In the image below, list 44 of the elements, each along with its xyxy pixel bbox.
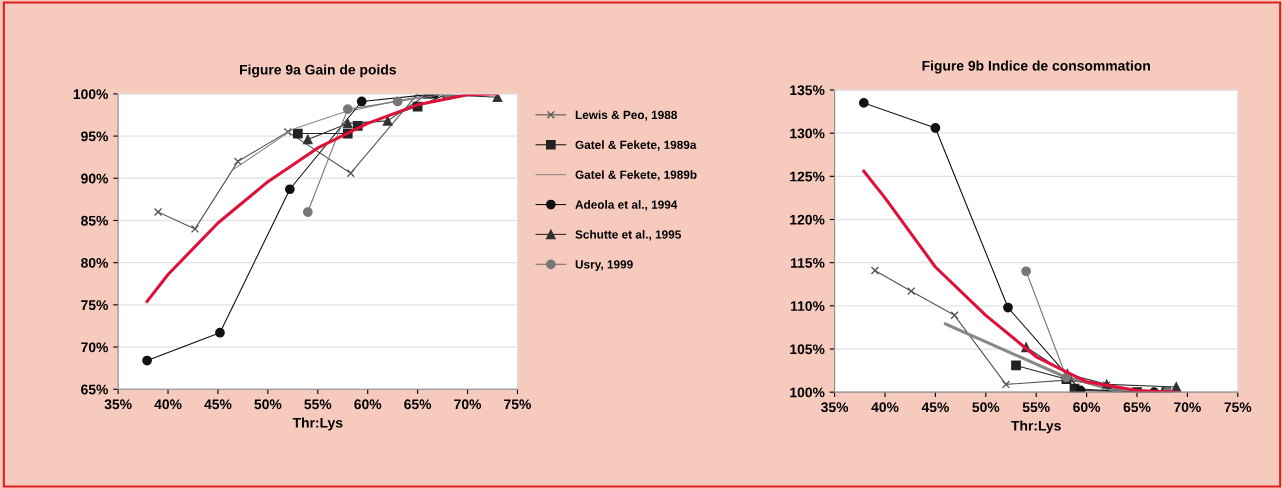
y-tick-label: 120% [790, 214, 825, 225]
x-tick-label: 40% [154, 399, 182, 410]
y-tick-label: 125% [790, 171, 825, 182]
y-tick-label: 100% [73, 89, 109, 100]
x-tick-label: 35% [104, 399, 132, 410]
y-tick-label: 85% [81, 215, 109, 226]
x-tick-label: 65% [1123, 402, 1151, 413]
y-tick-label: 90% [81, 173, 109, 184]
x-tick-label: 70% [454, 399, 482, 410]
x-tick-label: 70% [1174, 402, 1201, 413]
legend-label: Gatel & Fekete, 1989b [575, 170, 697, 181]
x-axis-title: Thr:Lys [292, 417, 343, 431]
legend-label: Lewis & Peo, 1988 [575, 110, 678, 121]
legend-label: Gatel & Fekete, 1989a [575, 140, 697, 151]
x-tick-label: 75% [504, 399, 531, 410]
legend-label: Schutte et al., 1995 [575, 230, 681, 241]
x-tick-label: 60% [1073, 402, 1101, 413]
x-tick-label: 35% [821, 402, 849, 413]
y-tick-label: 70% [81, 342, 109, 353]
x-tick-label: 50% [972, 402, 1000, 413]
y-tick-label: 75% [81, 300, 109, 311]
y-tick-label: 135% [790, 85, 825, 96]
y-tick-label: 80% [81, 258, 109, 268]
legend-label: Adeola et al., 1994 [575, 200, 678, 211]
chart-title: Figure 9b Indice de consommation [922, 60, 1150, 74]
legend-label: Usry, 1999 [575, 260, 633, 271]
y-tick-label: 130% [790, 128, 825, 139]
x-axis-title: Thr:Lys [1011, 420, 1061, 434]
y-tick-label: 100% [790, 387, 825, 398]
y-tick-label: 65% [81, 384, 109, 395]
x-tick-label: 55% [1022, 402, 1050, 413]
x-tick-label: 45% [204, 399, 232, 410]
x-tick-label: 50% [254, 399, 282, 410]
x-tick-label: 75% [1224, 402, 1252, 413]
x-tick-label: 55% [304, 399, 332, 410]
y-tick-label: 110% [791, 301, 825, 311]
x-tick-label: 45% [921, 402, 949, 413]
x-tick-label: 60% [354, 399, 382, 410]
x-tick-label: 65% [404, 399, 432, 410]
y-tick-label: 95% [81, 131, 109, 142]
x-tick-label: 40% [871, 402, 899, 413]
y-tick-label: 105% [790, 344, 825, 355]
chart-title: Figure 9a Gain de poids [240, 64, 396, 78]
y-tick-label: 115% [791, 258, 825, 268]
